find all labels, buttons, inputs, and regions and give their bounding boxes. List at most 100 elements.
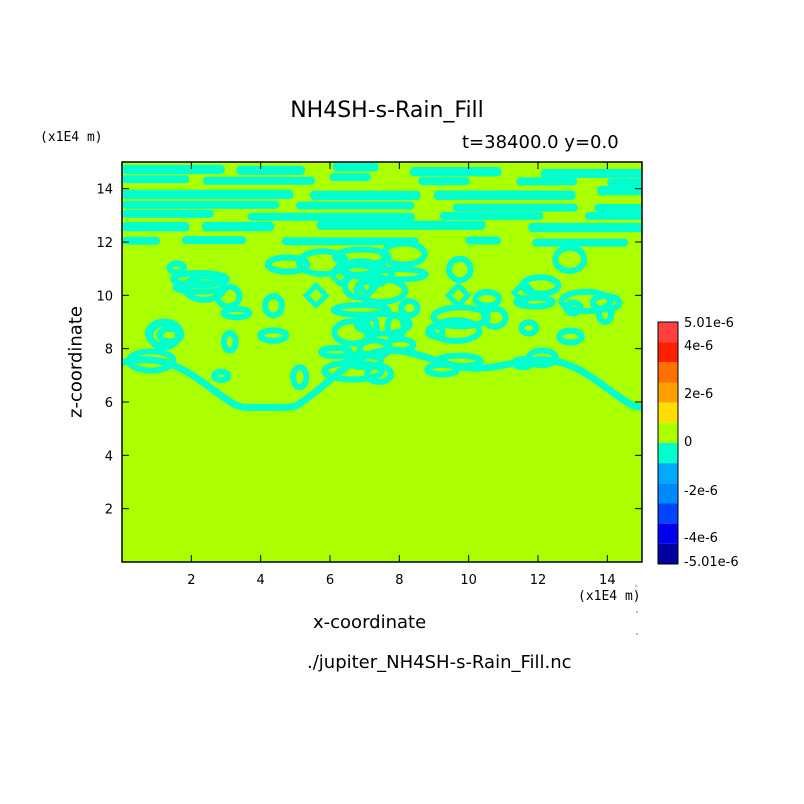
anomaly-patch bbox=[383, 336, 417, 354]
anomaly-patch bbox=[380, 240, 428, 268]
colorbar-segment bbox=[658, 362, 678, 383]
anomaly-band bbox=[607, 178, 642, 187]
colorbar-label: -2e-6 bbox=[684, 484, 718, 499]
anomaly-patch bbox=[220, 305, 253, 321]
anomaly-band bbox=[122, 209, 214, 218]
anomaly-patch bbox=[434, 352, 484, 370]
colorbar-segment bbox=[658, 402, 678, 423]
anomaly-patch bbox=[147, 320, 181, 351]
x-tick-label: 8 bbox=[395, 573, 403, 588]
colorbar-segment bbox=[658, 523, 678, 544]
anomaly-patch bbox=[262, 293, 285, 319]
anomaly-band bbox=[409, 167, 502, 177]
anomaly-band bbox=[465, 236, 502, 245]
anomaly-band bbox=[532, 238, 629, 247]
y-tick-label: 8 bbox=[105, 343, 113, 358]
anomaly-band bbox=[247, 212, 415, 221]
y-axis-unit: (x1E4 m) bbox=[40, 130, 103, 145]
x-tick-label: 14 bbox=[599, 573, 616, 588]
x-axis-label: x-coordinate bbox=[313, 612, 427, 633]
anomaly-diamond bbox=[368, 260, 396, 288]
x-tick-label: 4 bbox=[257, 573, 265, 588]
anomaly-band bbox=[122, 222, 190, 232]
anomaly-patch bbox=[472, 288, 502, 309]
small-marks: ˙ ˙ ˙ bbox=[634, 585, 640, 644]
anomaly-band bbox=[201, 221, 275, 232]
anomaly-band bbox=[122, 189, 294, 200]
anomaly-band bbox=[122, 236, 161, 245]
anomaly-patch bbox=[430, 304, 491, 330]
anomaly-patch bbox=[318, 344, 354, 360]
anomaly-patch bbox=[556, 327, 585, 346]
anomaly-band bbox=[316, 220, 486, 230]
anomaly-diamond bbox=[354, 271, 382, 299]
anomaly-band bbox=[594, 203, 642, 212]
anomaly-patch bbox=[589, 293, 623, 313]
colorbar-segment bbox=[658, 382, 678, 403]
colorbar-segment bbox=[658, 422, 678, 443]
anomaly-patch bbox=[211, 368, 232, 384]
plot-frame bbox=[121, 161, 643, 563]
y-axis: 2 4 6 8 10 12 14 bbox=[96, 183, 642, 518]
anomaly-patch bbox=[525, 347, 559, 369]
colorbar-segment bbox=[658, 342, 678, 363]
anomaly-layer bbox=[122, 162, 642, 411]
x-tick-label: 12 bbox=[530, 573, 547, 588]
colorbar-label: 5.01e-6 bbox=[684, 316, 734, 331]
anomaly-patch bbox=[172, 280, 230, 295]
anomaly-patch bbox=[125, 348, 177, 374]
anomaly-patch bbox=[513, 294, 556, 310]
colorbar-segment bbox=[658, 503, 678, 524]
source-filename: ./jupiter_NH4SH-s-Rain_Fill.nc bbox=[307, 652, 572, 673]
anomaly-band bbox=[329, 173, 372, 182]
svg-text:˙: ˙ bbox=[635, 633, 640, 644]
colorbar-label: 4e-6 bbox=[684, 339, 713, 354]
colorbar-segment bbox=[658, 463, 678, 484]
anomaly-band bbox=[452, 203, 578, 212]
colorbar-segment bbox=[658, 543, 678, 564]
y-tick-label: 6 bbox=[105, 396, 113, 411]
anomaly-patch bbox=[181, 273, 227, 303]
anomaly-band bbox=[516, 177, 578, 186]
anomaly-band bbox=[202, 176, 316, 185]
anomaly-diamond bbox=[326, 260, 354, 288]
anomaly-band bbox=[122, 200, 280, 209]
x-axis-unit: (x1E4 m) bbox=[578, 589, 641, 604]
anomaly-patch bbox=[296, 248, 350, 277]
anomaly-patch bbox=[518, 319, 540, 337]
colorbar-label: 0 bbox=[684, 435, 692, 450]
anomaly-band bbox=[528, 222, 642, 233]
anomaly-patch bbox=[425, 323, 446, 340]
anomaly-band bbox=[122, 164, 225, 175]
anomaly-patch bbox=[552, 244, 588, 274]
anomaly-band bbox=[181, 236, 247, 245]
anomaly-band bbox=[236, 165, 305, 176]
anomaly-patch bbox=[166, 260, 187, 276]
colorbar-segment bbox=[658, 443, 678, 464]
x-tick-label: 6 bbox=[326, 573, 334, 588]
y-tick-label: 12 bbox=[96, 236, 113, 251]
anomaly-patch bbox=[290, 364, 310, 391]
anomaly-patch bbox=[330, 301, 391, 318]
colorbar-segment bbox=[658, 322, 678, 343]
chart-title: NH4SH-s-Rain_Fill bbox=[290, 98, 484, 123]
colorbar-segment bbox=[658, 483, 678, 504]
anomaly-band bbox=[281, 237, 419, 246]
anomaly-patch bbox=[446, 255, 474, 284]
anomaly-diamond bbox=[444, 281, 472, 309]
anomaly-patch bbox=[481, 305, 509, 330]
anomaly-diamond bbox=[510, 279, 538, 307]
y-tick-label: 10 bbox=[96, 289, 113, 304]
anomaly-patch bbox=[220, 329, 239, 354]
svg-text:˙: ˙ bbox=[634, 585, 639, 596]
colorbar: 5.01e-6 4e-6 2e-6 0 -2e-6 -4e-6 -5.01e-6 bbox=[657, 316, 739, 570]
anomaly-patch bbox=[257, 327, 290, 344]
anomaly-band bbox=[433, 190, 576, 200]
anomaly-patch bbox=[264, 254, 311, 275]
anomaly-band bbox=[540, 168, 642, 179]
anomaly-band bbox=[439, 211, 544, 220]
x-axis: 2 4 6 8 10 12 14 bbox=[187, 162, 616, 588]
anomaly-band bbox=[309, 190, 421, 201]
y-tick-label: 4 bbox=[105, 449, 113, 464]
